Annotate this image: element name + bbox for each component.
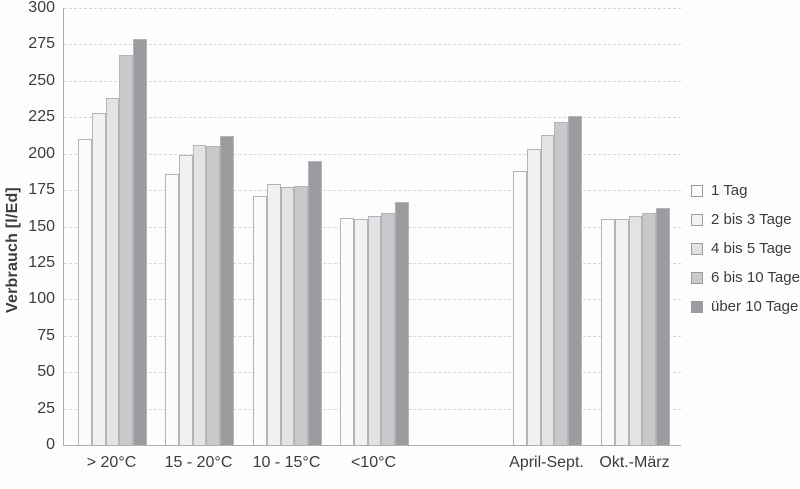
x-category-label: 10 - 15°C	[252, 454, 321, 471]
gridline	[64, 190, 681, 192]
bar-group	[340, 8, 409, 445]
bar	[513, 171, 527, 445]
bar	[526, 149, 541, 445]
bar-group	[601, 8, 670, 445]
legend-item-label: 1 Tag	[711, 182, 748, 199]
gridline	[64, 80, 681, 82]
x-category-label: Okt.-März	[599, 454, 670, 471]
bar	[133, 38, 147, 445]
gridline	[64, 153, 681, 155]
bar	[554, 121, 569, 445]
bar	[294, 185, 309, 445]
bar	[367, 216, 382, 445]
legend-swatch	[691, 271, 703, 284]
bar	[78, 139, 92, 445]
bar	[353, 219, 368, 445]
bar-group	[513, 8, 582, 445]
x-category-label: April-Sept.	[509, 454, 584, 471]
bar	[165, 174, 179, 445]
y-tick-label: 125	[28, 253, 55, 271]
bar	[308, 160, 322, 445]
bar	[601, 219, 615, 445]
gridline	[64, 8, 681, 9]
gridline	[64, 44, 681, 46]
y-tick-label: 250	[28, 71, 55, 89]
legend-item-label: 4 bis 5 Tage	[711, 240, 792, 257]
legend-item: 6 bis 10 Tage	[691, 263, 800, 292]
bar	[192, 144, 207, 445]
legend-swatch	[691, 213, 703, 226]
bar	[568, 115, 582, 445]
legend-swatch	[691, 242, 703, 255]
bar	[220, 136, 234, 445]
bar	[119, 54, 134, 445]
y-tick-label: 275	[28, 35, 55, 53]
plot-area	[63, 8, 681, 446]
bar	[266, 184, 281, 445]
bar	[91, 112, 106, 445]
bar	[642, 213, 657, 445]
bar	[381, 213, 396, 445]
bar-group	[165, 8, 234, 445]
legend-item: 2 bis 3 Tage	[691, 205, 800, 234]
bar	[178, 155, 193, 445]
y-tick-label: 25	[37, 399, 55, 417]
bar	[540, 134, 555, 445]
legend-swatch	[691, 184, 703, 197]
bar	[253, 195, 267, 445]
bar	[656, 207, 670, 445]
y-tick-label: 150	[28, 217, 55, 235]
bar	[395, 201, 409, 445]
legend-item-label: 2 bis 3 Tage	[711, 211, 792, 228]
y-tick-label: 100	[28, 290, 55, 308]
x-category-label: > 20°C	[86, 454, 137, 471]
legend-swatch	[691, 300, 703, 313]
gridline	[64, 117, 681, 119]
bar-group	[78, 8, 147, 445]
x-category-label: 15 - 20°C	[164, 454, 233, 471]
bar	[340, 217, 354, 445]
x-category-label: <10°C	[350, 454, 397, 471]
bar	[614, 219, 629, 445]
legend-item: 1 Tag	[691, 176, 800, 205]
bar-group	[253, 8, 322, 445]
legend: 1 Tag 2 bis 3 Tage 4 bis 5 Tage 6 bis 10 Ta…	[691, 176, 800, 321]
legend-item: über 10 Tage	[691, 292, 800, 321]
bar	[628, 216, 643, 445]
legend-item-label: 6 bis 10 Tage	[711, 269, 800, 286]
y-tick-label: 200	[28, 144, 55, 162]
legend-item-label: über 10 Tage	[711, 298, 799, 315]
bar	[105, 98, 120, 445]
y-tick-label: 175	[28, 181, 55, 199]
legend-item: 4 bis 5 Tage	[691, 234, 800, 263]
bar	[280, 187, 295, 445]
y-tick-label: 75	[37, 326, 55, 344]
y-tick-label: 225	[28, 108, 55, 126]
y-tick-label: 300	[28, 0, 55, 16]
bar	[206, 146, 221, 445]
y-tick-label: 0	[46, 436, 55, 453]
y-tick-label: 50	[37, 363, 55, 381]
